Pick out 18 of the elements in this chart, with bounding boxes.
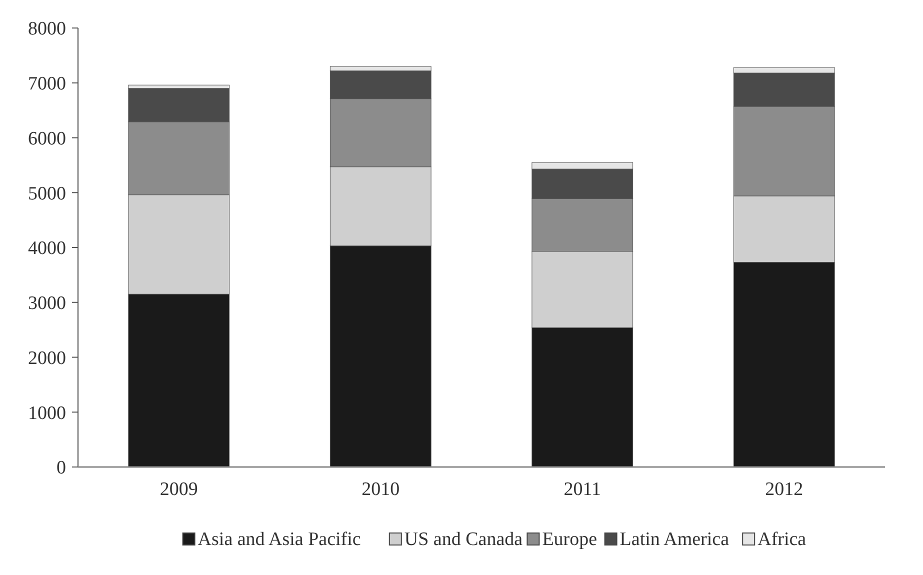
y-tick-label: 1000 [28,402,66,424]
x-tick-label: 2012 [765,479,804,500]
y-tick-label: 7000 [28,74,66,95]
legend-label: Latin America [620,529,730,550]
legend-label: Asia and Asia Pacific [198,529,361,550]
y-tick-label: 5000 [28,183,66,204]
x-tick-label: 2010 [362,479,400,500]
legend-label: Africa [758,529,807,550]
y-tick-label: 2000 [28,348,66,369]
y-tick-label: 8000 [28,18,66,40]
legend-label: Europe [542,529,598,550]
legend-label: US and Canada [404,529,524,550]
y-tick-label: 4000 [28,238,66,260]
x-tick-label: 2009 [160,479,198,500]
y-tick-label: 3000 [28,293,66,314]
y-tick-label: 0 [56,458,66,479]
x-tick-label: 2011 [564,479,602,500]
y-tick-label: 6000 [28,128,66,150]
